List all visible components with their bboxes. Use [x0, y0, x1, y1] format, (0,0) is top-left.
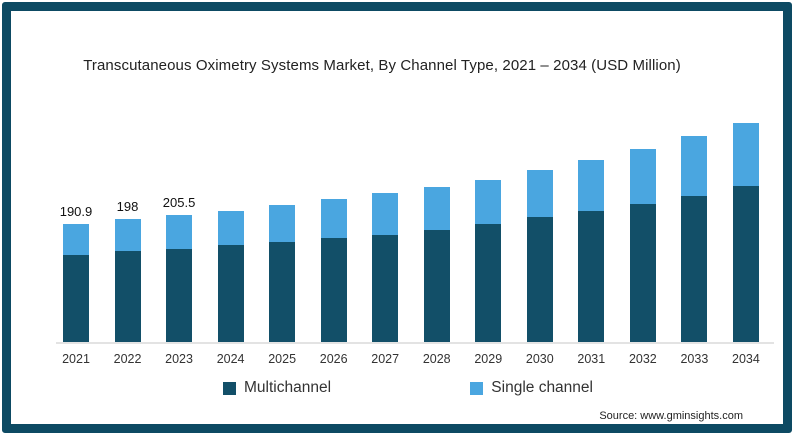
bar-segment-single-channel — [269, 205, 296, 243]
bar-column: 2033 — [680, 94, 708, 366]
bar-segment-multichannel — [166, 249, 193, 342]
bar-segment-single-channel — [320, 199, 347, 239]
bar-segment-single-channel — [372, 193, 399, 236]
bar-segment-single-channel — [166, 214, 193, 249]
bar-value-label: 205.5 — [162, 194, 196, 210]
bar-stack — [166, 214, 193, 342]
bar-segment-multichannel — [114, 251, 141, 342]
bar-segment-multichannel — [629, 204, 656, 342]
bar-stack — [526, 169, 553, 342]
bar-stack — [63, 223, 89, 342]
bar-segment-multichannel — [269, 242, 296, 342]
bar-stack — [114, 219, 141, 342]
bar-stack — [423, 187, 450, 342]
legend-label-multichannel: Multichannel — [244, 379, 332, 396]
bar-column: 2028 — [423, 94, 451, 366]
legend-swatch-single-channel-icon — [470, 381, 484, 395]
x-axis-label: 2031 — [577, 352, 606, 366]
x-axis-label: 2025 — [268, 352, 297, 366]
bar-stack — [320, 199, 347, 342]
chart-title: Transcutaneous Oximetry Systems Market, … — [83, 57, 681, 74]
bar-column: 2034 — [732, 94, 760, 366]
bar-column: 2031 — [577, 94, 605, 366]
bar-segment-single-channel — [114, 219, 141, 252]
bar-stack — [578, 160, 605, 342]
bar-column: 2027 — [371, 94, 399, 366]
x-axis-label: 2032 — [628, 352, 657, 366]
legend: Multichannel Single channel — [223, 379, 593, 397]
bar-segment-single-channel — [578, 160, 605, 211]
bar-segment-single-channel — [732, 122, 759, 186]
source-text: Source: www.gminsights.com — [599, 410, 743, 422]
bar-column: 2032 — [629, 94, 657, 366]
bar-column: 2025 — [268, 94, 296, 366]
bar-value-label: 190.9 — [59, 203, 93, 219]
x-axis-label: 2030 — [525, 352, 554, 366]
bar-segment-single-channel — [526, 169, 553, 218]
bar-stack — [269, 205, 296, 342]
bar-column: 205.5 2023 — [163, 94, 196, 366]
x-axis-label: 2024 — [216, 352, 245, 366]
x-axis-label: 2023 — [165, 352, 193, 366]
legend-swatch-multichannel-icon — [223, 381, 236, 395]
bar-segment-single-channel — [475, 179, 502, 225]
bar-segment-multichannel — [423, 229, 450, 342]
bar-segment-multichannel — [63, 254, 89, 342]
x-axis-label: 2026 — [319, 352, 348, 366]
x-axis-label: 2022 — [113, 352, 142, 366]
legend-label-single-channel: Single channel — [491, 379, 593, 396]
bar-segment-single-channel — [629, 149, 656, 205]
x-axis-label: 2021 — [62, 352, 90, 366]
bar-stack — [732, 122, 759, 342]
legend-item-single-channel: Single channel — [470, 379, 593, 397]
x-axis-baseline — [56, 342, 774, 344]
bar-stack — [372, 193, 399, 342]
bar-stack — [475, 179, 502, 342]
bar-column: 2030 — [526, 94, 554, 366]
bar-column: 2024 — [217, 94, 245, 366]
bar-column: 190.9 2021 — [60, 94, 93, 366]
bar-stack — [681, 135, 708, 342]
bar-column: 198 2022 — [114, 94, 142, 366]
bar-segment-single-channel — [681, 135, 708, 196]
bar-segment-single-channel — [423, 187, 450, 230]
bar-segment-single-channel — [217, 210, 244, 246]
bar-segment-multichannel — [732, 185, 759, 342]
bar-column: 2026 — [320, 94, 348, 366]
bar-segment-single-channel — [63, 223, 89, 255]
x-axis-label: 2028 — [422, 352, 451, 366]
bar-segment-multichannel — [578, 210, 605, 342]
bar-column: 2029 — [474, 94, 502, 366]
bar-segment-multichannel — [217, 245, 244, 342]
bar-stack — [629, 149, 656, 342]
legend-item-multichannel: Multichannel — [223, 379, 331, 397]
bar-stack — [217, 210, 244, 342]
bar-segment-multichannel — [526, 217, 553, 342]
bar-segment-multichannel — [372, 235, 399, 342]
x-axis-label: 2033 — [680, 352, 709, 366]
x-axis-label: 2027 — [371, 352, 400, 366]
bar-segment-multichannel — [475, 224, 502, 342]
bar-chart: 190.9 2021 198 2022 205.5 2023 2024 2025 2026 202… — [60, 94, 760, 366]
x-axis-label: 2034 — [732, 352, 760, 366]
bar-segment-multichannel — [681, 195, 708, 342]
x-axis-label: 2029 — [474, 352, 503, 366]
bar-value-label: 198 — [116, 199, 139, 215]
bar-segment-multichannel — [320, 238, 347, 342]
